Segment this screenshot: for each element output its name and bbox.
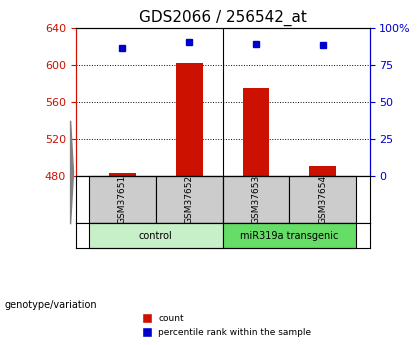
Bar xyxy=(156,176,223,223)
Bar xyxy=(243,88,269,176)
Text: GSM37652: GSM37652 xyxy=(185,175,194,224)
Legend: count, percentile rank within the sample: count, percentile rank within the sample xyxy=(139,311,315,341)
Bar xyxy=(89,176,156,223)
Text: GSM37653: GSM37653 xyxy=(252,175,260,224)
Text: miR319a transgenic: miR319a transgenic xyxy=(240,230,339,240)
Bar xyxy=(109,172,136,176)
Bar xyxy=(310,166,336,176)
Text: control: control xyxy=(139,230,173,240)
Text: GSM37654: GSM37654 xyxy=(318,175,327,224)
Bar xyxy=(176,63,202,176)
Text: GSM37651: GSM37651 xyxy=(118,175,127,224)
Bar xyxy=(289,176,356,223)
Title: GDS2066 / 256542_at: GDS2066 / 256542_at xyxy=(139,10,307,26)
Bar xyxy=(223,223,356,248)
Bar xyxy=(223,176,289,223)
Text: genotype/variation: genotype/variation xyxy=(4,300,97,310)
Bar xyxy=(89,223,223,248)
